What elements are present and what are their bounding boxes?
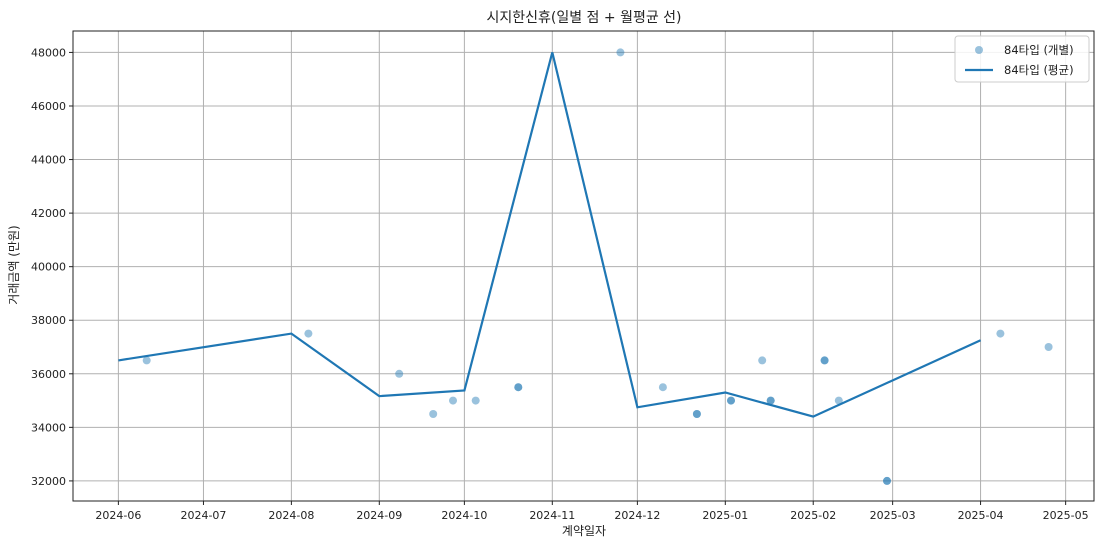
data-point: [429, 410, 438, 418]
data-point: [758, 356, 767, 365]
x-tick-label: 2025-04: [958, 509, 1004, 522]
data-point: [727, 396, 735, 405]
x-tick-label: 2024-07: [180, 509, 226, 522]
legend-swatch-points: [975, 46, 983, 54]
data-point: [834, 396, 843, 405]
data-point: [883, 476, 891, 485]
y-tick-label: 44000: [31, 154, 66, 167]
plot-frame: [72, 30, 1095, 502]
y-tick-label: 40000: [31, 261, 66, 274]
data-point: [766, 396, 775, 405]
y-tick-label: 34000: [31, 421, 66, 434]
data-point: [449, 396, 457, 405]
x-tick-label: 2024-11: [529, 509, 575, 522]
grid: [73, 31, 1094, 501]
data-point: [658, 383, 667, 392]
x-tick-label: 2024-10: [441, 509, 487, 522]
data-point: [304, 329, 313, 338]
y-axis-label: 거래금액 (만원): [7, 225, 21, 304]
data-point: [514, 383, 523, 392]
x-tick-label: 2025-02: [790, 509, 836, 522]
x-tick-label: 2024-06: [95, 509, 141, 522]
data-point: [692, 410, 701, 418]
chart-title: 시지한신휴(일별 점 + 월평균 선): [486, 10, 681, 26]
y-tick-label: 32000: [31, 475, 66, 488]
legend-label: 84타입 (개별): [1004, 43, 1074, 57]
data-point: [395, 369, 404, 378]
y-tick-label: 46000: [31, 100, 66, 113]
data-point: [996, 329, 1005, 338]
data-point: [616, 48, 625, 57]
x-tick-label: 2024-09: [356, 509, 402, 522]
data-point: [766, 396, 775, 405]
data-point: [727, 396, 735, 405]
y-tick-label: 36000: [31, 368, 66, 381]
x-axis-label: 계약일자: [562, 523, 606, 538]
legend-label: 84타입 (평균): [1004, 63, 1074, 77]
data-point: [883, 476, 891, 485]
y-tick-label: 48000: [31, 46, 66, 59]
data-point: [692, 410, 701, 418]
legend: 84타입 (개별) 84타입 (평균): [954, 35, 1090, 83]
y-tick-label: 42000: [31, 207, 66, 220]
data-point: [142, 356, 151, 365]
x-tick-label: 2024-08: [268, 509, 314, 522]
y-tick-label: 38000: [31, 314, 66, 327]
data-point: [820, 356, 829, 365]
x-tick-label: 2025-05: [1043, 509, 1089, 522]
average-line: [118, 52, 982, 418]
data-point: [514, 383, 523, 392]
series-layer: [118, 48, 1053, 485]
data-point: [471, 396, 480, 405]
data-point: [1044, 343, 1053, 351]
x-tick-label: 2024-12: [614, 509, 660, 522]
x-tick-label: 2025-01: [702, 509, 748, 522]
x-tick-label: 2025-03: [870, 509, 916, 522]
axis-ticks: 2024-06 2024-07 2024-08 2024-09 2024-10 2024-…: [31, 46, 1089, 522]
data-point: [820, 356, 829, 365]
